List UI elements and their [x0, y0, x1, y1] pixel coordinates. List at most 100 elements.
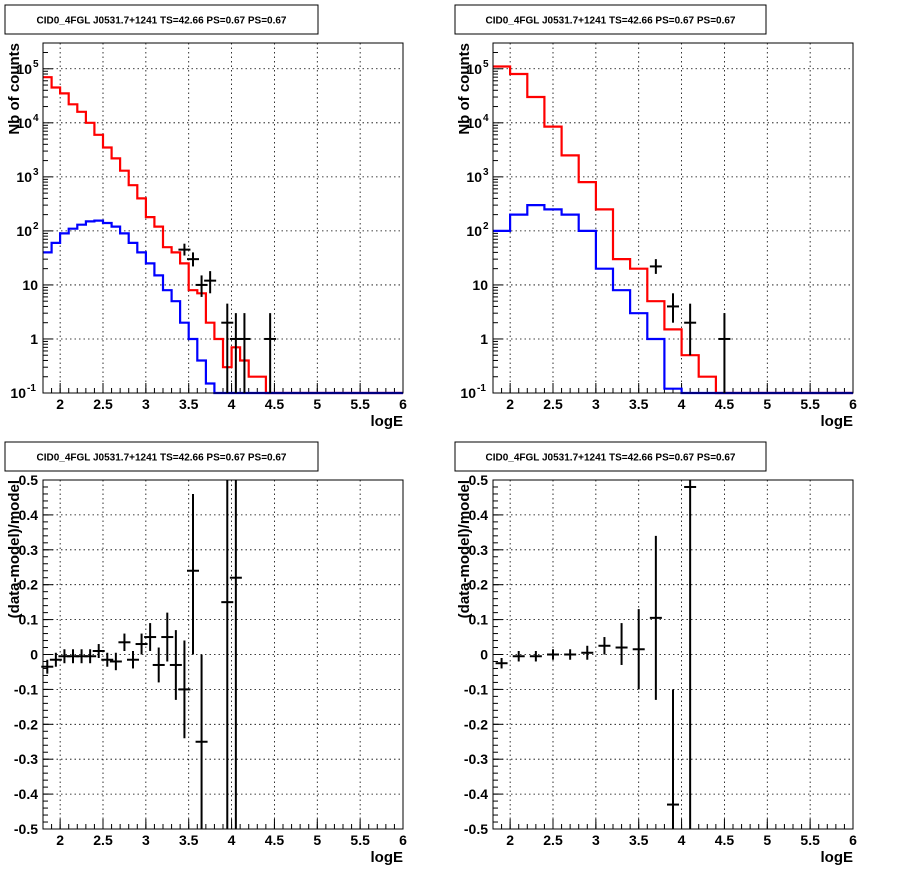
x-tick-label: 5	[763, 832, 771, 848]
x-tick-label: 2.5	[93, 396, 113, 412]
title-text: CID0_4FGL J0531.7+1241 TS=42.66 PS=0.67 …	[37, 16, 287, 27]
data-point	[512, 651, 525, 662]
x-tick-label: 3.5	[179, 832, 199, 848]
y-tick-label: -0.2	[464, 716, 488, 732]
data-point	[169, 630, 182, 700]
y-tick-exponent: -1	[477, 383, 486, 394]
data-point	[204, 271, 217, 294]
y-tick-label: 10	[460, 385, 476, 401]
y-tick-label: 1	[480, 331, 488, 347]
data-point	[118, 633, 131, 652]
x-tick-label: 2.5	[543, 832, 563, 848]
data-point	[187, 252, 199, 267]
y-tick-label: 10	[466, 223, 482, 239]
data-point	[564, 649, 577, 660]
plot-frame	[42, 479, 404, 830]
x-tick-label: 4	[228, 832, 236, 848]
y-tick-label: -0.5	[464, 821, 488, 837]
y-tick-label: 0	[30, 647, 38, 663]
data-point	[127, 651, 139, 669]
data-points	[649, 259, 731, 393]
y-tick-label: 0.3	[19, 542, 39, 558]
x-tick-label: 5.5	[350, 396, 370, 412]
y-tick-label: 0.2	[19, 577, 39, 593]
data-point	[718, 313, 731, 393]
data-point	[684, 303, 697, 356]
x-tick-label: 5	[313, 396, 321, 412]
x-tick-label: 5.5	[800, 832, 820, 848]
data-points	[41, 480, 242, 829]
y-tick-exponent: 5	[33, 59, 39, 70]
x-tick-label: 4	[678, 832, 686, 848]
data-point	[598, 637, 611, 655]
y-tick-label: 0.5	[19, 472, 39, 488]
y-tick-label: 0.2	[469, 577, 489, 593]
y-tick-label: -0.4	[464, 786, 488, 802]
data-point	[161, 612, 174, 662]
title-box	[4, 4, 319, 35]
y-tick-label: 0.4	[19, 507, 39, 523]
data-point	[684, 480, 697, 829]
y-tick-label: -0.2	[14, 716, 38, 732]
x-tick-label: 3	[142, 832, 150, 848]
y-tick-label: 0.1	[469, 612, 489, 628]
x-tick-label: 4	[228, 396, 236, 412]
x-tick-label: 2	[506, 832, 514, 848]
x-tick-label: 4.5	[265, 396, 285, 412]
title-text: CID0_4FGL J0531.7+1241 TS=42.66 PS=0.67 …	[37, 453, 287, 464]
y-tick-label: 10	[16, 169, 32, 185]
data-point	[264, 313, 277, 393]
title-box	[454, 4, 767, 35]
histogram-series-1	[43, 76, 403, 395]
data-point	[84, 649, 97, 664]
data-point	[229, 480, 242, 829]
y-tick-label: 0.4	[469, 507, 489, 523]
data-point	[195, 275, 208, 297]
data-point	[221, 303, 234, 393]
data-point	[144, 623, 157, 652]
data-point	[187, 493, 199, 655]
y-tick-label: 10	[16, 223, 32, 239]
y-tick-exponent: 2	[483, 221, 489, 232]
y-tick-label: 0	[480, 647, 488, 663]
x-tick-label: 2	[56, 396, 64, 412]
x-axis-label: logE	[821, 413, 854, 430]
data-point	[238, 313, 251, 393]
x-tick-label: 6	[849, 396, 857, 412]
y-axis-label: Nb of counts	[456, 43, 473, 135]
y-tick-label: 10	[466, 61, 482, 77]
data-point	[195, 654, 208, 829]
y-axis: -0.5 -0.4 -0.3 -0.2 -0.1 0 0.1 0.2 0.3 0.4 0.5(dat…	[6, 472, 403, 837]
x-tick-label: 5	[763, 396, 771, 412]
data-point	[178, 243, 191, 256]
data-point	[667, 293, 679, 323]
chart-title: CID0_4FGL J0531.7+1241 TS=42.66 PS=0.67 …	[4, 441, 319, 472]
data-point	[135, 633, 148, 655]
y-tick-label: 0.1	[19, 612, 39, 628]
data-point	[547, 649, 559, 660]
chart-title: CID0_4FGL J0531.7+1241 TS=42.66 PS=0.67 …	[454, 441, 767, 472]
x-tick-label: 2.5	[543, 396, 563, 412]
y-tick-label: -0.3	[14, 751, 38, 767]
x-tick-label: 3	[142, 396, 150, 412]
y-tick-exponent: 5	[483, 59, 489, 70]
x-tick-label: 3.5	[629, 396, 649, 412]
y-tick-exponent: 4	[483, 113, 489, 124]
y-tick-label: 1	[30, 331, 38, 347]
x-axis-label: logE	[371, 849, 404, 866]
y-axis-label: (data-model)/model	[456, 480, 473, 618]
data-points	[178, 243, 277, 393]
y-tick-label: 10	[466, 169, 482, 185]
chart-title: CID0_4FGL J0531.7+1241 TS=42.66 PS=0.67 …	[4, 4, 319, 35]
x-tick-label: 5	[313, 832, 321, 848]
x-tick-label: 2	[506, 396, 514, 412]
y-tick-label: -0.4	[14, 786, 38, 802]
x-tick-label: 4.5	[265, 832, 285, 848]
y-tick-label: 0.3	[469, 542, 489, 558]
data-point	[649, 535, 662, 700]
